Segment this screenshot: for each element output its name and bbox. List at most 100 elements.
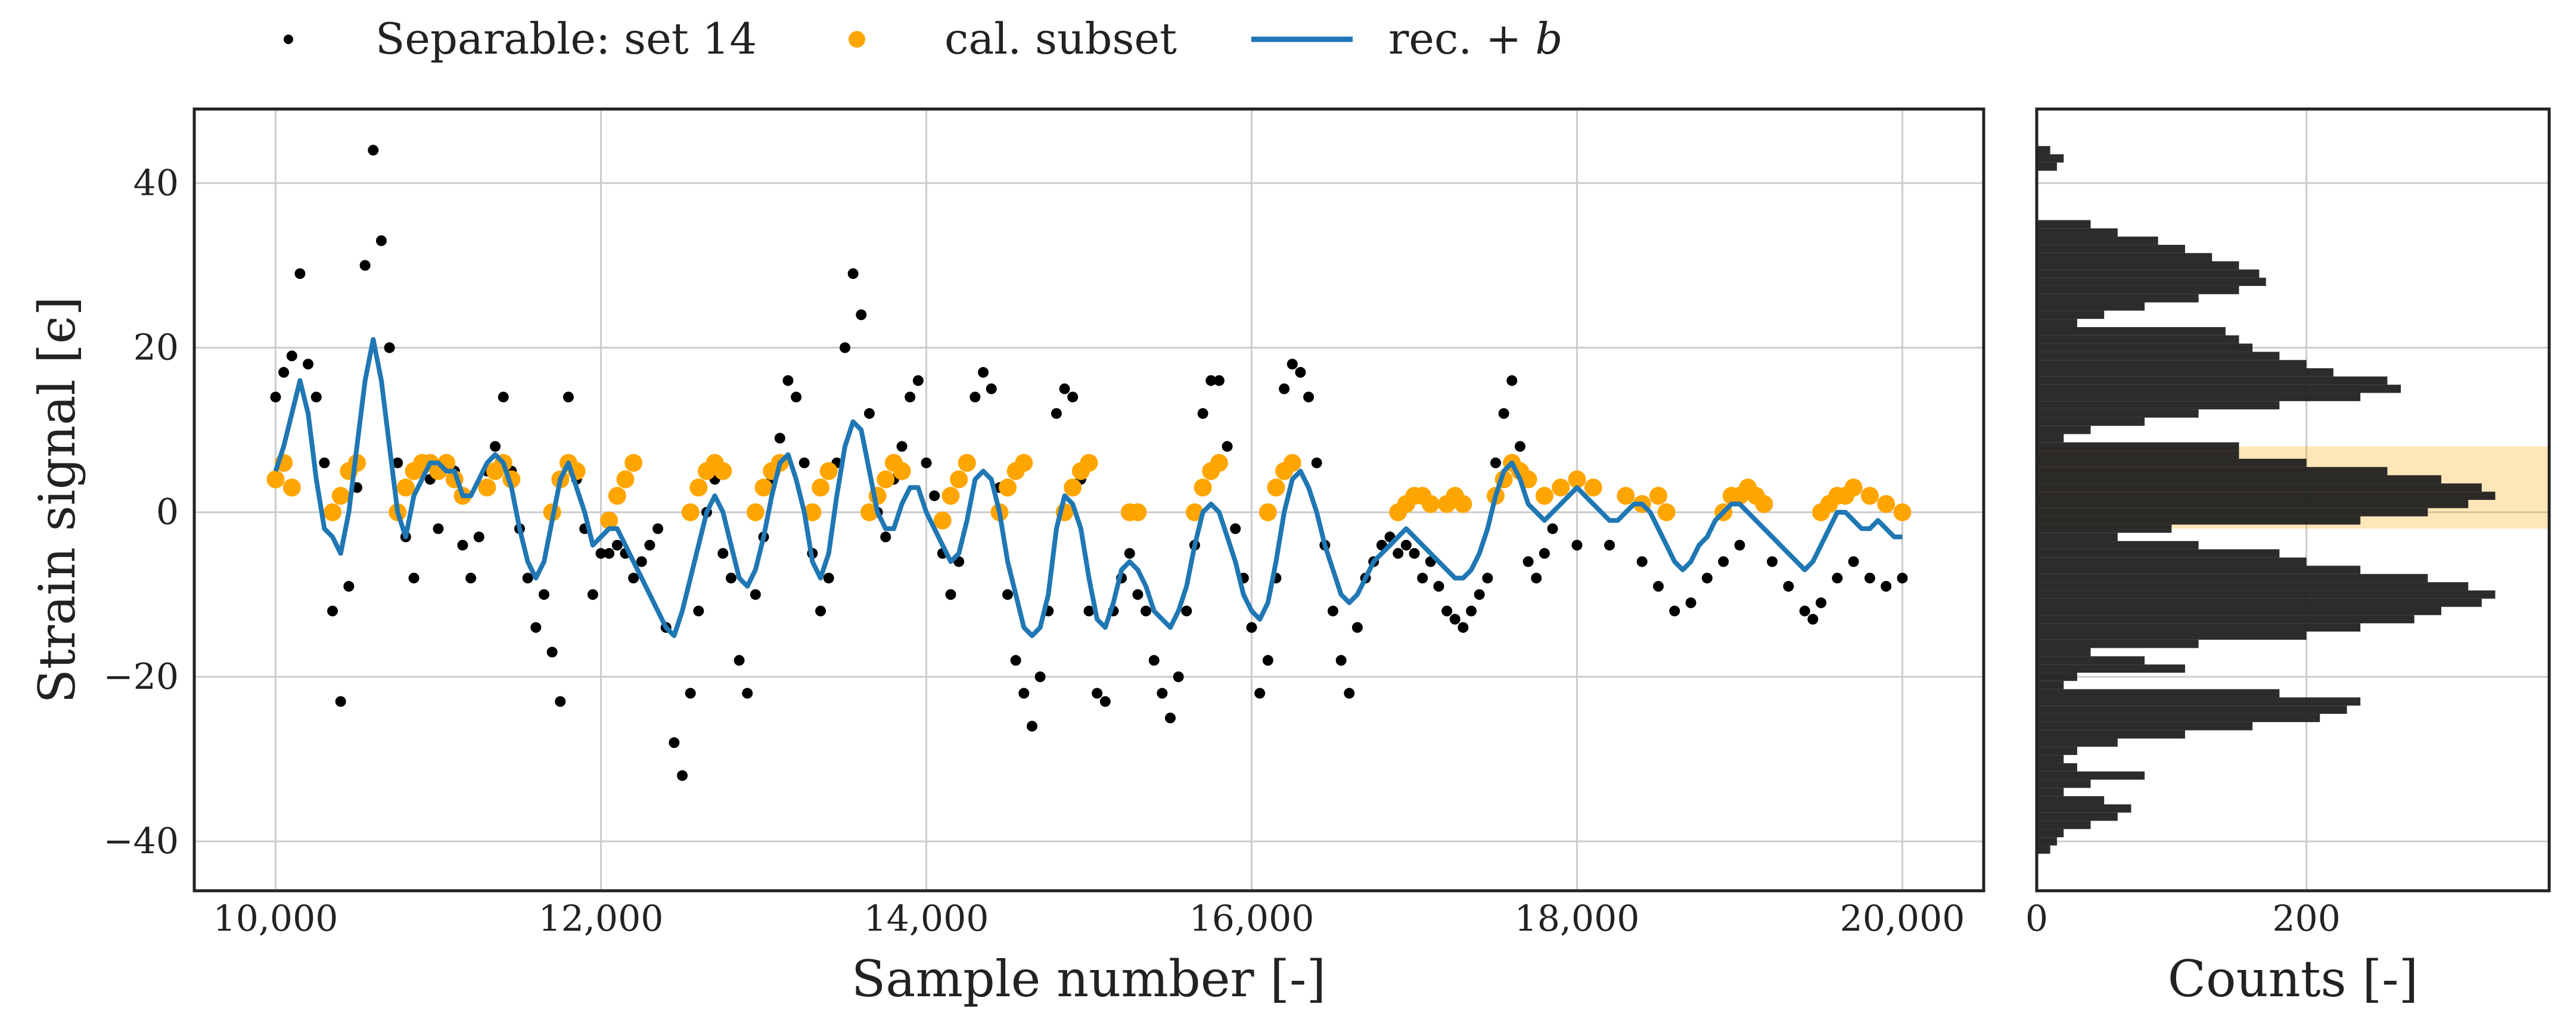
histogram-bar [2037, 549, 2280, 558]
cal-subset-point [1259, 503, 1277, 521]
separable-point [774, 433, 785, 444]
histogram-bar [2037, 541, 2199, 549]
separable-point [1531, 573, 1542, 584]
separable-point [717, 548, 729, 559]
main-y-ticks: −40 −20 0 20 40 [103, 162, 179, 862]
separable-point [490, 441, 501, 452]
separable-point [1783, 581, 1794, 592]
separable-point [1010, 655, 1021, 666]
separable-point [1393, 548, 1404, 559]
separable-point [546, 646, 558, 658]
histogram-bar [2037, 278, 2266, 286]
separable-point [1173, 671, 1184, 682]
histogram-bar [2037, 500, 2469, 508]
separable-point [1799, 605, 1810, 617]
separable-point [1433, 581, 1444, 592]
histogram-bar [2037, 401, 2280, 410]
histogram-bar [2037, 565, 2361, 574]
cal-subset-point [600, 511, 619, 530]
cal-subset-point [958, 453, 976, 472]
histogram-bar [2037, 458, 2307, 467]
separable-point [1409, 548, 1420, 559]
separable-point [742, 688, 753, 699]
cal-subset-point [746, 503, 765, 521]
separable-point [1246, 622, 1257, 633]
separable-point [823, 573, 834, 584]
histogram-bar [2037, 220, 2091, 229]
separable-point [1571, 539, 1583, 551]
histogram-x-tick-label: 0 [2025, 898, 2048, 940]
histogram-bar [2037, 722, 2253, 730]
separable-point [595, 548, 607, 559]
cal-subset-point [608, 487, 626, 505]
histogram-bar [2037, 319, 2077, 327]
histogram-x-ticks: 0 200 [2025, 898, 2341, 940]
histogram-bar [2037, 146, 2050, 154]
separable-point [1351, 622, 1363, 633]
separable-point [986, 383, 997, 394]
separable-point [303, 359, 314, 370]
separable-point [368, 145, 379, 156]
histogram-bar [2037, 244, 2185, 253]
cal-subset-point [624, 453, 643, 472]
histogram-bar [2037, 845, 2050, 854]
legend-label-separable: Separable: set 14 [375, 14, 757, 64]
main-x-ticks: 10,000 12,000 14,000 16,000 18,000 20,000 [213, 898, 1965, 940]
cal-subset-point [1454, 495, 1472, 513]
separable-point [327, 605, 338, 617]
cal-subset-point [1283, 453, 1301, 472]
separable-point [1230, 523, 1241, 534]
histogram-bar [2037, 631, 2307, 640]
separable-point [1767, 556, 1778, 567]
separable-point [628, 573, 639, 584]
histogram-bar [2037, 492, 2496, 500]
separable-point [555, 696, 566, 707]
separable-point [1051, 408, 1062, 419]
separable-point [1213, 375, 1225, 386]
main-y-tick-label: −20 [103, 656, 179, 698]
separable-point [734, 655, 745, 666]
separable-point [863, 408, 875, 419]
separable-point [1449, 614, 1461, 625]
main-y-tick-label: 20 [133, 327, 179, 369]
cal-subset-point [1535, 487, 1553, 505]
separable-point [1734, 539, 1745, 551]
cal-subset-point [812, 478, 830, 497]
separable-point [1669, 605, 1680, 617]
separable-point [1498, 408, 1509, 419]
histogram-bar [2037, 335, 2239, 344]
cal-subset-point [331, 487, 350, 505]
cal-subset-point [681, 503, 700, 521]
separable-point [457, 539, 468, 551]
cal-subset-point [396, 478, 415, 497]
separable-point [1254, 688, 1266, 699]
histogram-bar [2037, 714, 2320, 722]
separable-point [611, 539, 623, 551]
separable-point [921, 457, 932, 468]
histogram-bars [2037, 146, 2496, 854]
separable-point [359, 260, 371, 271]
legend-label-cal-subset: cal. subset [944, 14, 1177, 64]
cal-subset-point [754, 478, 773, 497]
separable-point [1262, 655, 1273, 666]
histogram-bar [2037, 253, 2213, 262]
separable-point [1816, 597, 1826, 608]
separable-point [1506, 375, 1518, 386]
separable-point [1099, 696, 1111, 707]
separable-point [912, 375, 924, 386]
separable-point [1303, 391, 1315, 403]
cal-subset-point [1844, 478, 1863, 497]
histogram-bar [2037, 639, 2199, 648]
separable-point [945, 589, 956, 600]
separable-point [343, 581, 355, 592]
separable-point [1807, 614, 1819, 625]
separable-point [1311, 457, 1322, 468]
histogram-bar [2037, 804, 2131, 813]
histogram-bar [2037, 450, 2239, 459]
separable-point [1141, 605, 1152, 617]
cal-subset-point [999, 478, 1017, 497]
separable-point [1482, 573, 1493, 584]
separable-point [1490, 457, 1501, 468]
histogram-bar [2037, 747, 2077, 756]
histogram-bar [2037, 417, 2145, 426]
